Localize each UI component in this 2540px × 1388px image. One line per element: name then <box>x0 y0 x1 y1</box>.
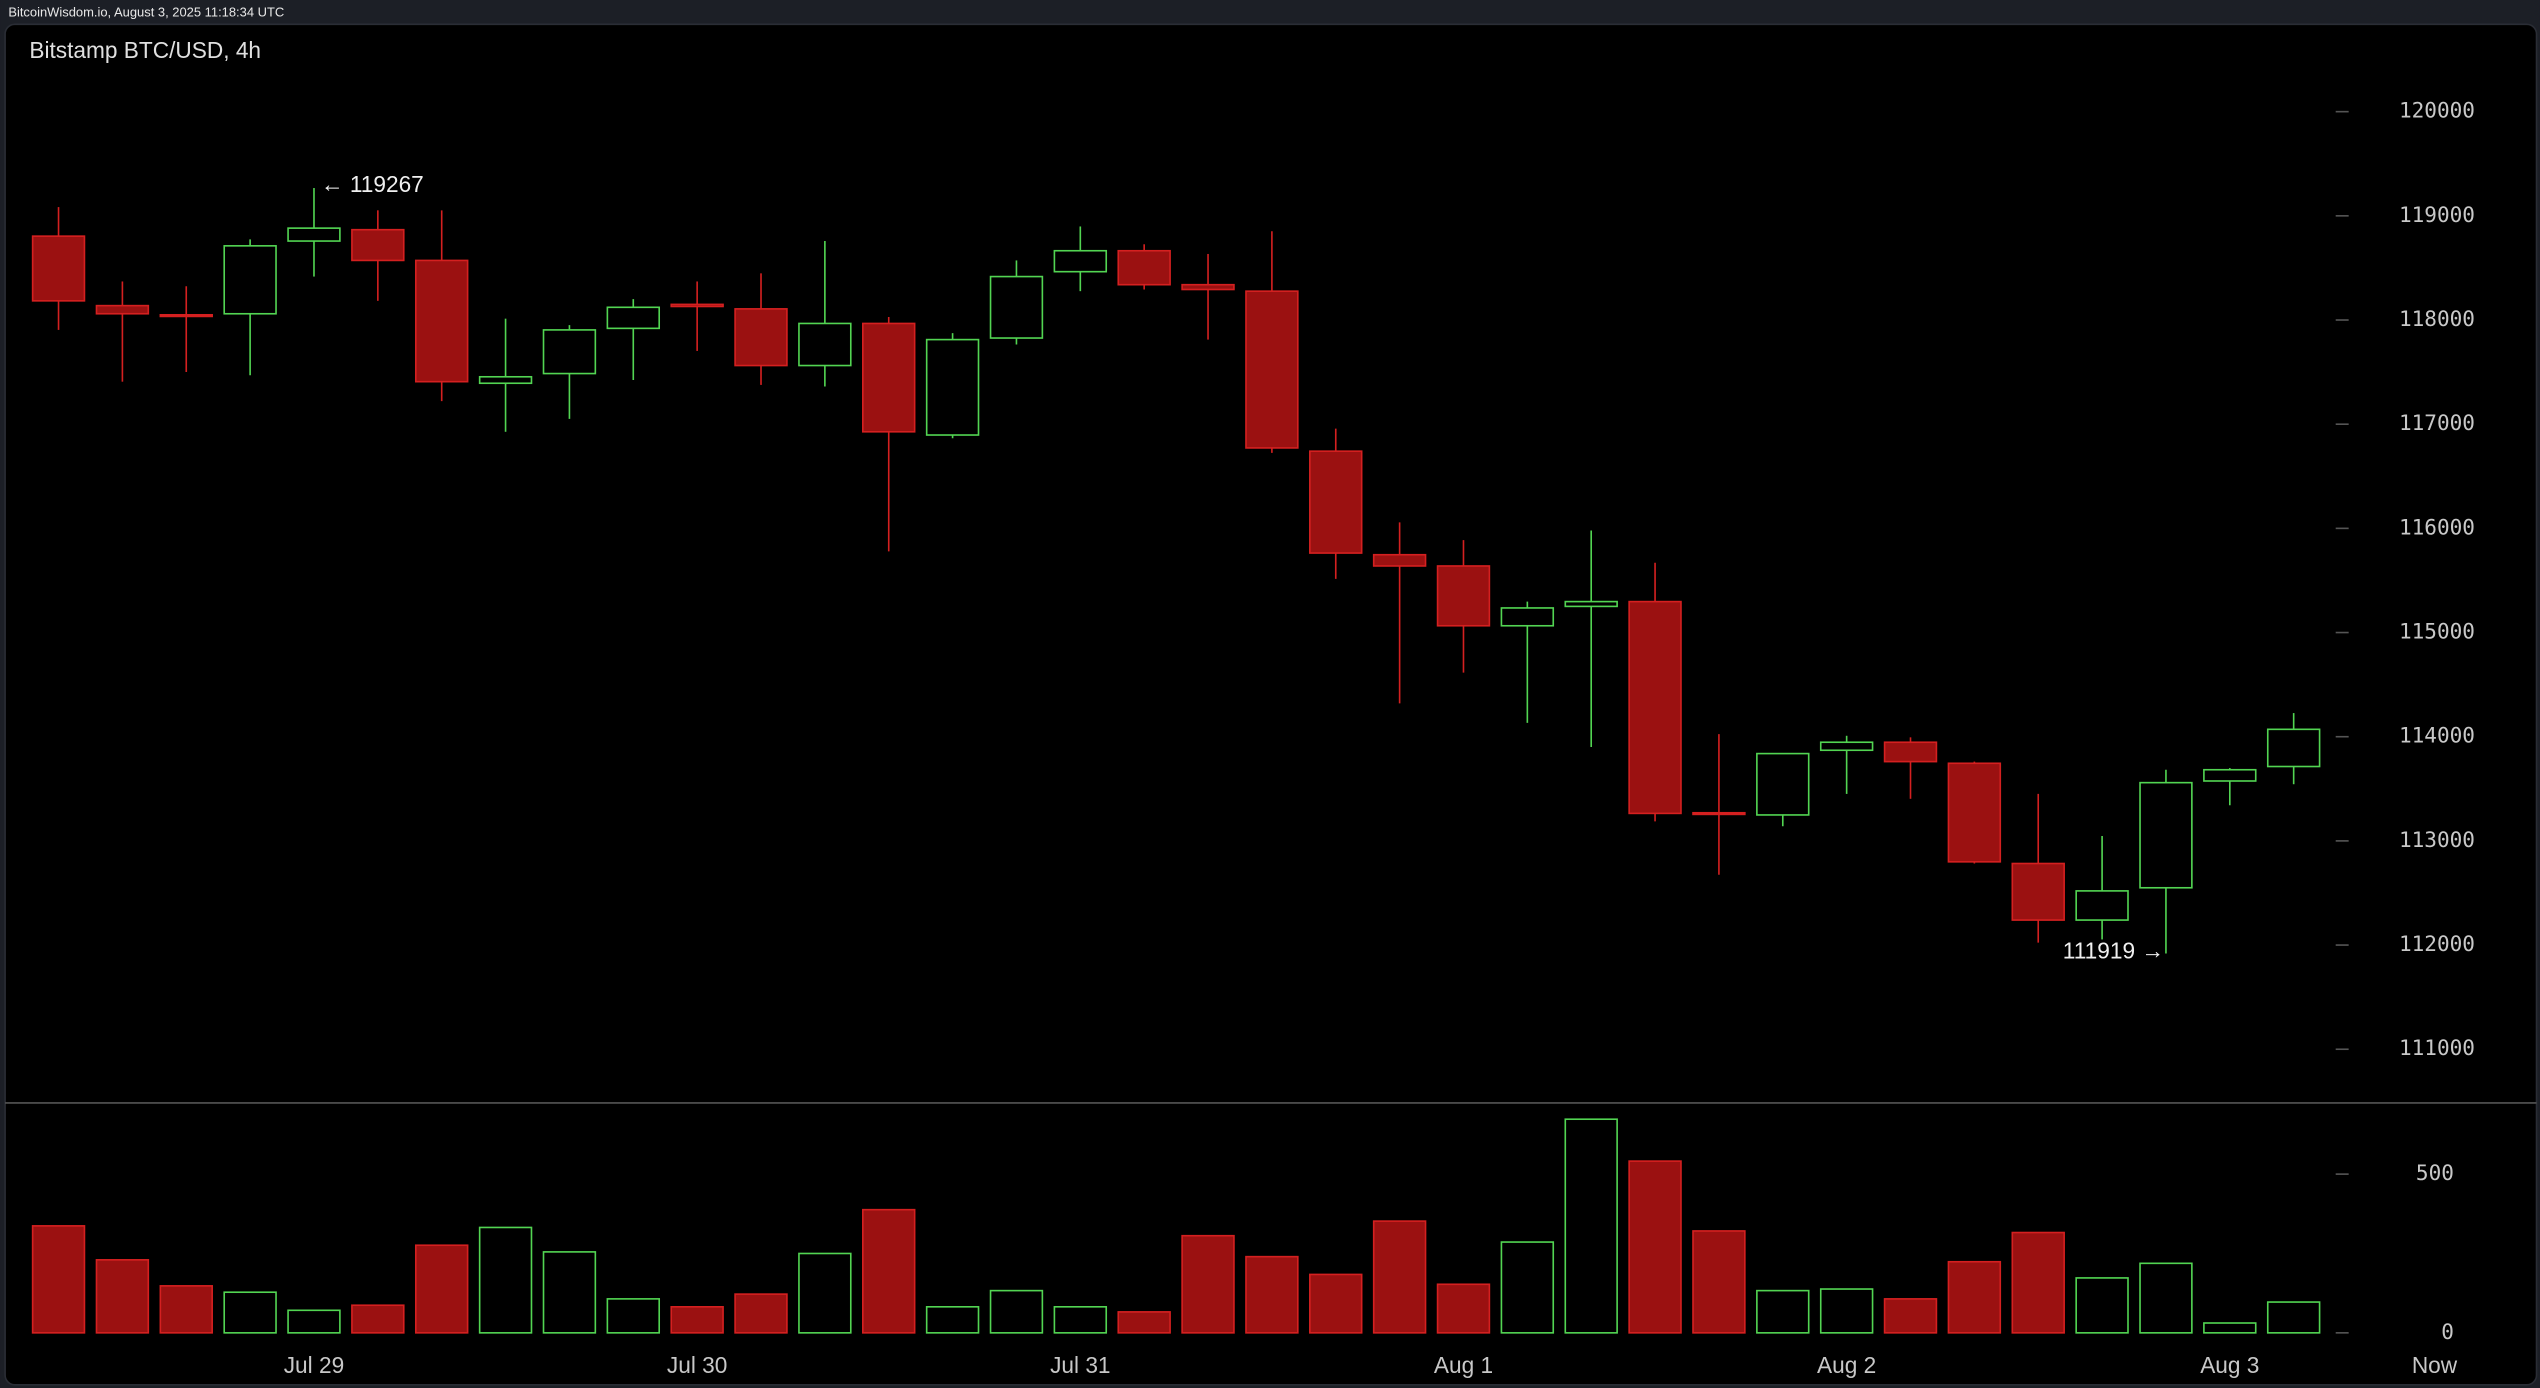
y-tick-label: 118000 <box>2399 306 2475 331</box>
y-tick-label: 111000 <box>2399 1035 2475 1060</box>
annotation: ← 119267 <box>321 171 424 197</box>
now-label: Now <box>2412 1352 2458 1378</box>
candle-body <box>351 228 405 262</box>
candle-body <box>1053 249 1108 273</box>
candle-body <box>2203 768 2257 782</box>
candle-body <box>95 304 150 315</box>
volume-bar <box>1883 1298 1938 1334</box>
volume-bar <box>734 1293 788 1334</box>
candle-body <box>1436 565 1491 627</box>
candle-body <box>1692 811 1746 816</box>
candle-body <box>31 235 86 302</box>
volume-bar <box>798 1252 852 1334</box>
volume-bar <box>1628 1160 1682 1334</box>
candle-body <box>1947 762 2002 863</box>
candle-body <box>2011 862 2065 921</box>
volume-bar <box>414 1244 469 1334</box>
candle-body <box>287 227 341 242</box>
candle-body <box>414 259 469 383</box>
candle-body <box>798 322 852 367</box>
header: BitcoinWisdom.io, August 3, 2025 11:18:3… <box>8 4 284 19</box>
y-tick-label: 120000 <box>2399 98 2475 123</box>
x-tick-label: Aug 2 <box>1817 1352 1876 1378</box>
volume-bar <box>95 1259 150 1334</box>
volume-bar <box>2011 1231 2065 1334</box>
volume-bar <box>1819 1288 1874 1334</box>
volume-bar <box>2266 1301 2321 1334</box>
x-tick-label: Jul 31 <box>1050 1352 1110 1378</box>
x-tick-label: Aug 1 <box>1434 1352 1493 1378</box>
candle-body <box>1883 741 1938 763</box>
y-tick-label: 116000 <box>2399 514 2475 539</box>
volume-bar <box>1181 1234 1235 1334</box>
volume-bar <box>1947 1260 2002 1334</box>
volume-bar <box>2075 1277 2129 1334</box>
volume-bar <box>670 1306 724 1334</box>
chart-title: Bitstamp BTC/USD, 4h <box>29 37 261 63</box>
volume-bar <box>287 1309 341 1334</box>
annotation: 111919 → <box>2063 937 2164 963</box>
volume-bar <box>2203 1322 2257 1334</box>
candle-body <box>734 308 788 367</box>
volume-bar <box>1372 1220 1427 1334</box>
volume-tick-label: 0 <box>2441 1319 2454 1344</box>
volume-bar <box>223 1291 277 1334</box>
candle-body <box>1628 600 1682 815</box>
volume-bar <box>1500 1241 1555 1334</box>
x-tick-label: Aug 3 <box>2200 1352 2259 1378</box>
volume-bar <box>606 1298 661 1334</box>
candle-body <box>159 313 213 318</box>
candle-body <box>2075 890 2129 921</box>
candle-body <box>1564 600 1618 608</box>
volume-bar <box>1564 1118 1618 1334</box>
y-tick-label: 115000 <box>2399 619 2475 644</box>
volume-bar <box>1692 1230 1746 1334</box>
volume-bar <box>31 1225 86 1334</box>
y-tick-label: 117000 <box>2399 410 2475 435</box>
candle-body <box>1117 249 1171 286</box>
candle-body <box>1372 553 1427 567</box>
candle-body <box>606 306 661 330</box>
volume-bar <box>1117 1311 1171 1334</box>
candle-body <box>925 338 980 436</box>
x-tick-label: Jul 29 <box>284 1352 344 1378</box>
volume-bar <box>1309 1273 1363 1334</box>
y-tick-label: 114000 <box>2399 723 2475 748</box>
volume-bar <box>351 1304 405 1334</box>
volume-tick-label: 500 <box>2416 1160 2454 1185</box>
candle-body <box>223 245 277 315</box>
candle-body <box>670 303 724 308</box>
candle-body <box>542 329 597 375</box>
x-tick-label: Jul 30 <box>667 1352 727 1378</box>
volume-bar <box>1053 1306 1108 1334</box>
y-tick-label: 119000 <box>2399 202 2475 227</box>
volume-bar <box>1436 1283 1491 1334</box>
candle-body <box>1819 741 1874 752</box>
volume-bar <box>1245 1255 1299 1334</box>
volume-bar <box>2139 1262 2193 1334</box>
y-tick-label: 112000 <box>2399 931 2475 956</box>
chart-panel <box>4 23 2538 1386</box>
candle-body <box>478 375 533 385</box>
volume-bar <box>542 1251 597 1334</box>
volume-bar <box>862 1208 916 1334</box>
candle-body <box>1309 450 1363 554</box>
volume-bar <box>159 1285 213 1334</box>
candle-body <box>2266 728 2321 768</box>
candle-body <box>1756 752 1810 816</box>
volume-bar <box>989 1289 1044 1334</box>
volume-bar <box>1756 1289 1810 1334</box>
candle-body <box>989 275 1044 339</box>
candle-body <box>862 322 916 433</box>
y-tick-label: 113000 <box>2399 827 2475 852</box>
candle-body <box>1181 283 1235 291</box>
volume-bar <box>478 1226 533 1334</box>
candle-body <box>2139 781 2193 889</box>
candle-body <box>1500 607 1555 627</box>
candle-body <box>1245 290 1299 449</box>
volume-bar <box>925 1306 980 1334</box>
